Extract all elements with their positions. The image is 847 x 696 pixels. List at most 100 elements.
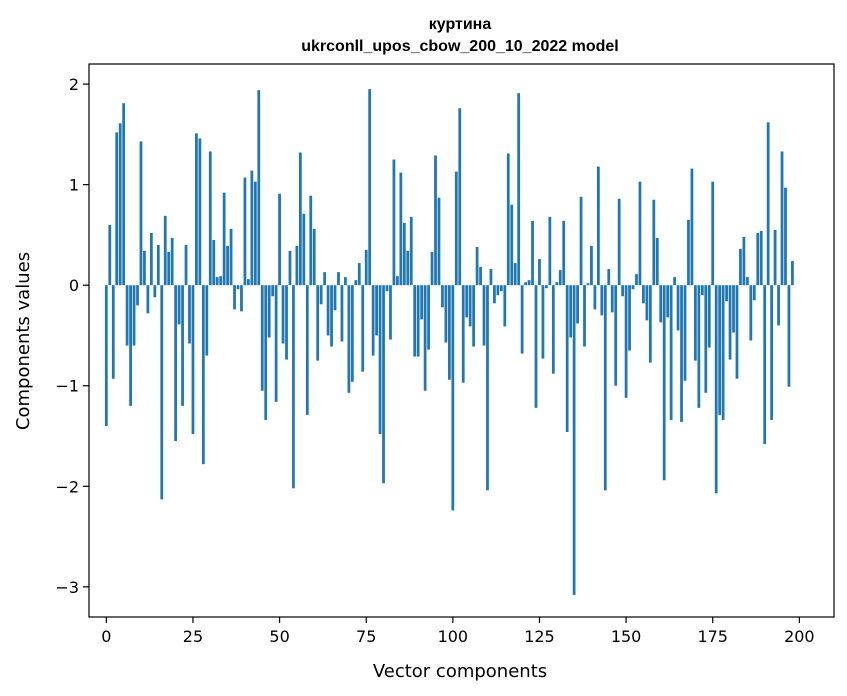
bar: [302, 213, 306, 286]
bar: [489, 269, 493, 286]
bar: [642, 285, 645, 304]
bar: [281, 285, 285, 344]
bar: [319, 285, 323, 305]
bar: [711, 181, 715, 286]
bar: [129, 285, 132, 406]
bar: [201, 285, 205, 465]
bar: [212, 239, 216, 286]
bar: [635, 274, 638, 286]
bar: [624, 285, 628, 398]
x-tick-label: 200: [784, 627, 815, 646]
bar: [337, 272, 340, 286]
bar: [735, 285, 739, 379]
bar: [479, 267, 482, 286]
bar: [309, 195, 313, 286]
bar: [565, 285, 569, 432]
bar: [118, 123, 122, 286]
bar: [378, 285, 382, 435]
bar: [104, 285, 108, 426]
y-axis-ticks: −3 −2 −1 0 1 2: [55, 75, 89, 597]
bar: [188, 285, 191, 344]
bar: [721, 285, 725, 420]
bar: [770, 285, 774, 420]
bar: [181, 285, 184, 406]
y-tick-label: −3: [55, 578, 79, 597]
bar: [718, 285, 722, 415]
bar: [253, 181, 257, 286]
bar: [648, 285, 652, 363]
bar: [614, 285, 618, 386]
bar: [229, 228, 233, 286]
bar: [184, 244, 188, 286]
bar: [132, 285, 136, 346]
bar: [420, 285, 424, 320]
bar: [714, 285, 718, 494]
bar: [295, 245, 299, 286]
x-axis-label: Vector components: [373, 661, 547, 682]
bar: [402, 222, 406, 286]
bar: [745, 277, 749, 286]
bar: [458, 108, 462, 286]
bar: [399, 172, 403, 286]
bar: [687, 219, 690, 286]
y-tick-label: −1: [55, 377, 79, 396]
bar: [690, 168, 694, 286]
bar: [600, 285, 604, 316]
bar: [364, 250, 368, 286]
bar: [340, 285, 344, 342]
bar: [787, 285, 791, 387]
bar: [454, 171, 458, 286]
bar: [662, 285, 666, 481]
bar-series: [104, 89, 794, 595]
bar: [694, 285, 697, 361]
bar: [569, 285, 573, 338]
y-tick-label: −2: [55, 477, 79, 496]
bar: [496, 285, 500, 296]
bar: [784, 187, 787, 286]
x-tick-label: 0: [101, 627, 111, 646]
bar: [285, 285, 288, 360]
bar: [350, 285, 354, 382]
y-tick-label: 1: [69, 176, 79, 195]
bar: [160, 285, 164, 500]
bar: [267, 285, 271, 338]
bar: [312, 228, 316, 286]
bar: [551, 285, 555, 374]
bar: [389, 285, 392, 340]
bar: [766, 122, 770, 286]
bar: [610, 285, 614, 313]
bar: [323, 272, 327, 286]
bar: [513, 263, 517, 286]
bar: [534, 285, 538, 408]
bar: [486, 285, 489, 491]
bar: [510, 204, 514, 286]
bar: [316, 285, 320, 361]
bar: [208, 151, 212, 286]
bar: [288, 251, 292, 286]
bar: [122, 103, 126, 286]
bar: [396, 276, 399, 286]
bar: [260, 285, 264, 391]
bar: [115, 132, 119, 286]
bar: [607, 269, 611, 286]
bar: [603, 285, 607, 491]
bar: [226, 245, 229, 286]
bar: [125, 285, 129, 346]
bar: [111, 285, 115, 379]
bar: [361, 285, 365, 372]
bar: [354, 280, 358, 286]
bar: [631, 285, 635, 290]
bar: [728, 285, 732, 360]
bar: [274, 285, 278, 402]
bar: [621, 285, 625, 297]
bar: [506, 153, 510, 286]
x-tick-label: 75: [356, 627, 376, 646]
bar: [475, 246, 479, 286]
bar: [531, 220, 534, 286]
chart-subtitle: ukrconll_upos_cbow_200_10_2022 model: [301, 38, 618, 55]
bar: [579, 196, 583, 286]
bar: [548, 216, 552, 286]
bar: [499, 285, 503, 292]
bar: [434, 155, 437, 286]
x-tick-label: 150: [611, 627, 642, 646]
